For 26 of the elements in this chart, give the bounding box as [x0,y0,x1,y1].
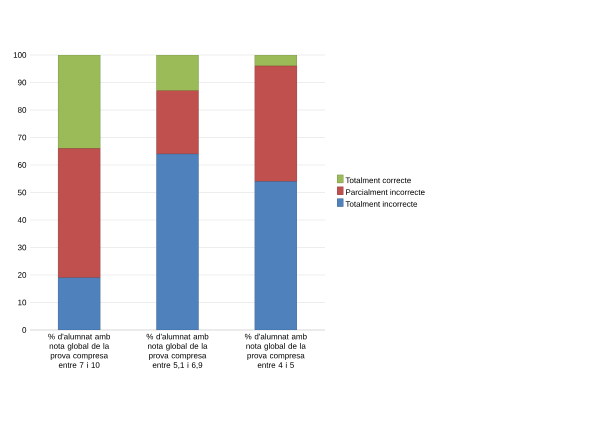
bar [156,54,199,91]
legend-label: Totalment incorrecte [346,200,418,207]
y-tick-label: 20 [18,272,26,278]
y-tick-label: 50 [18,190,26,196]
y-tick-label: 0 [22,327,26,333]
x-tick-label: % d'alumnat amb nota global de la prova compresa entre 7 i 10 [48,334,110,368]
y-tick-label: 10 [18,300,26,306]
x-tick-label: % d'alumnat amb nota global de la prova compresa entre 5,1 i 6,9 [146,334,208,369]
bar [58,54,100,149]
y-tick-label: 70 [18,134,26,140]
bar [254,66,298,182]
bar [254,54,298,66]
bar [156,90,199,154]
x-tick-label: % d'alumnat amb nota global de la prova compresa entre 4 i 5 [244,334,307,368]
y-tick-label: 40 [18,217,26,223]
legend-label: Parcialment incorrecte [346,189,425,195]
y-tick-label: 30 [18,244,26,250]
y-tick-label: 60 [18,162,26,168]
bar [156,154,199,330]
bar [58,278,100,330]
legend-label: Totalment correcte [346,177,411,184]
bar [58,148,100,278]
bar [254,181,298,330]
y-tick-label: 100 [14,52,26,58]
y-tick-label: 90 [18,80,26,86]
y-tick-label: 80 [18,107,26,113]
